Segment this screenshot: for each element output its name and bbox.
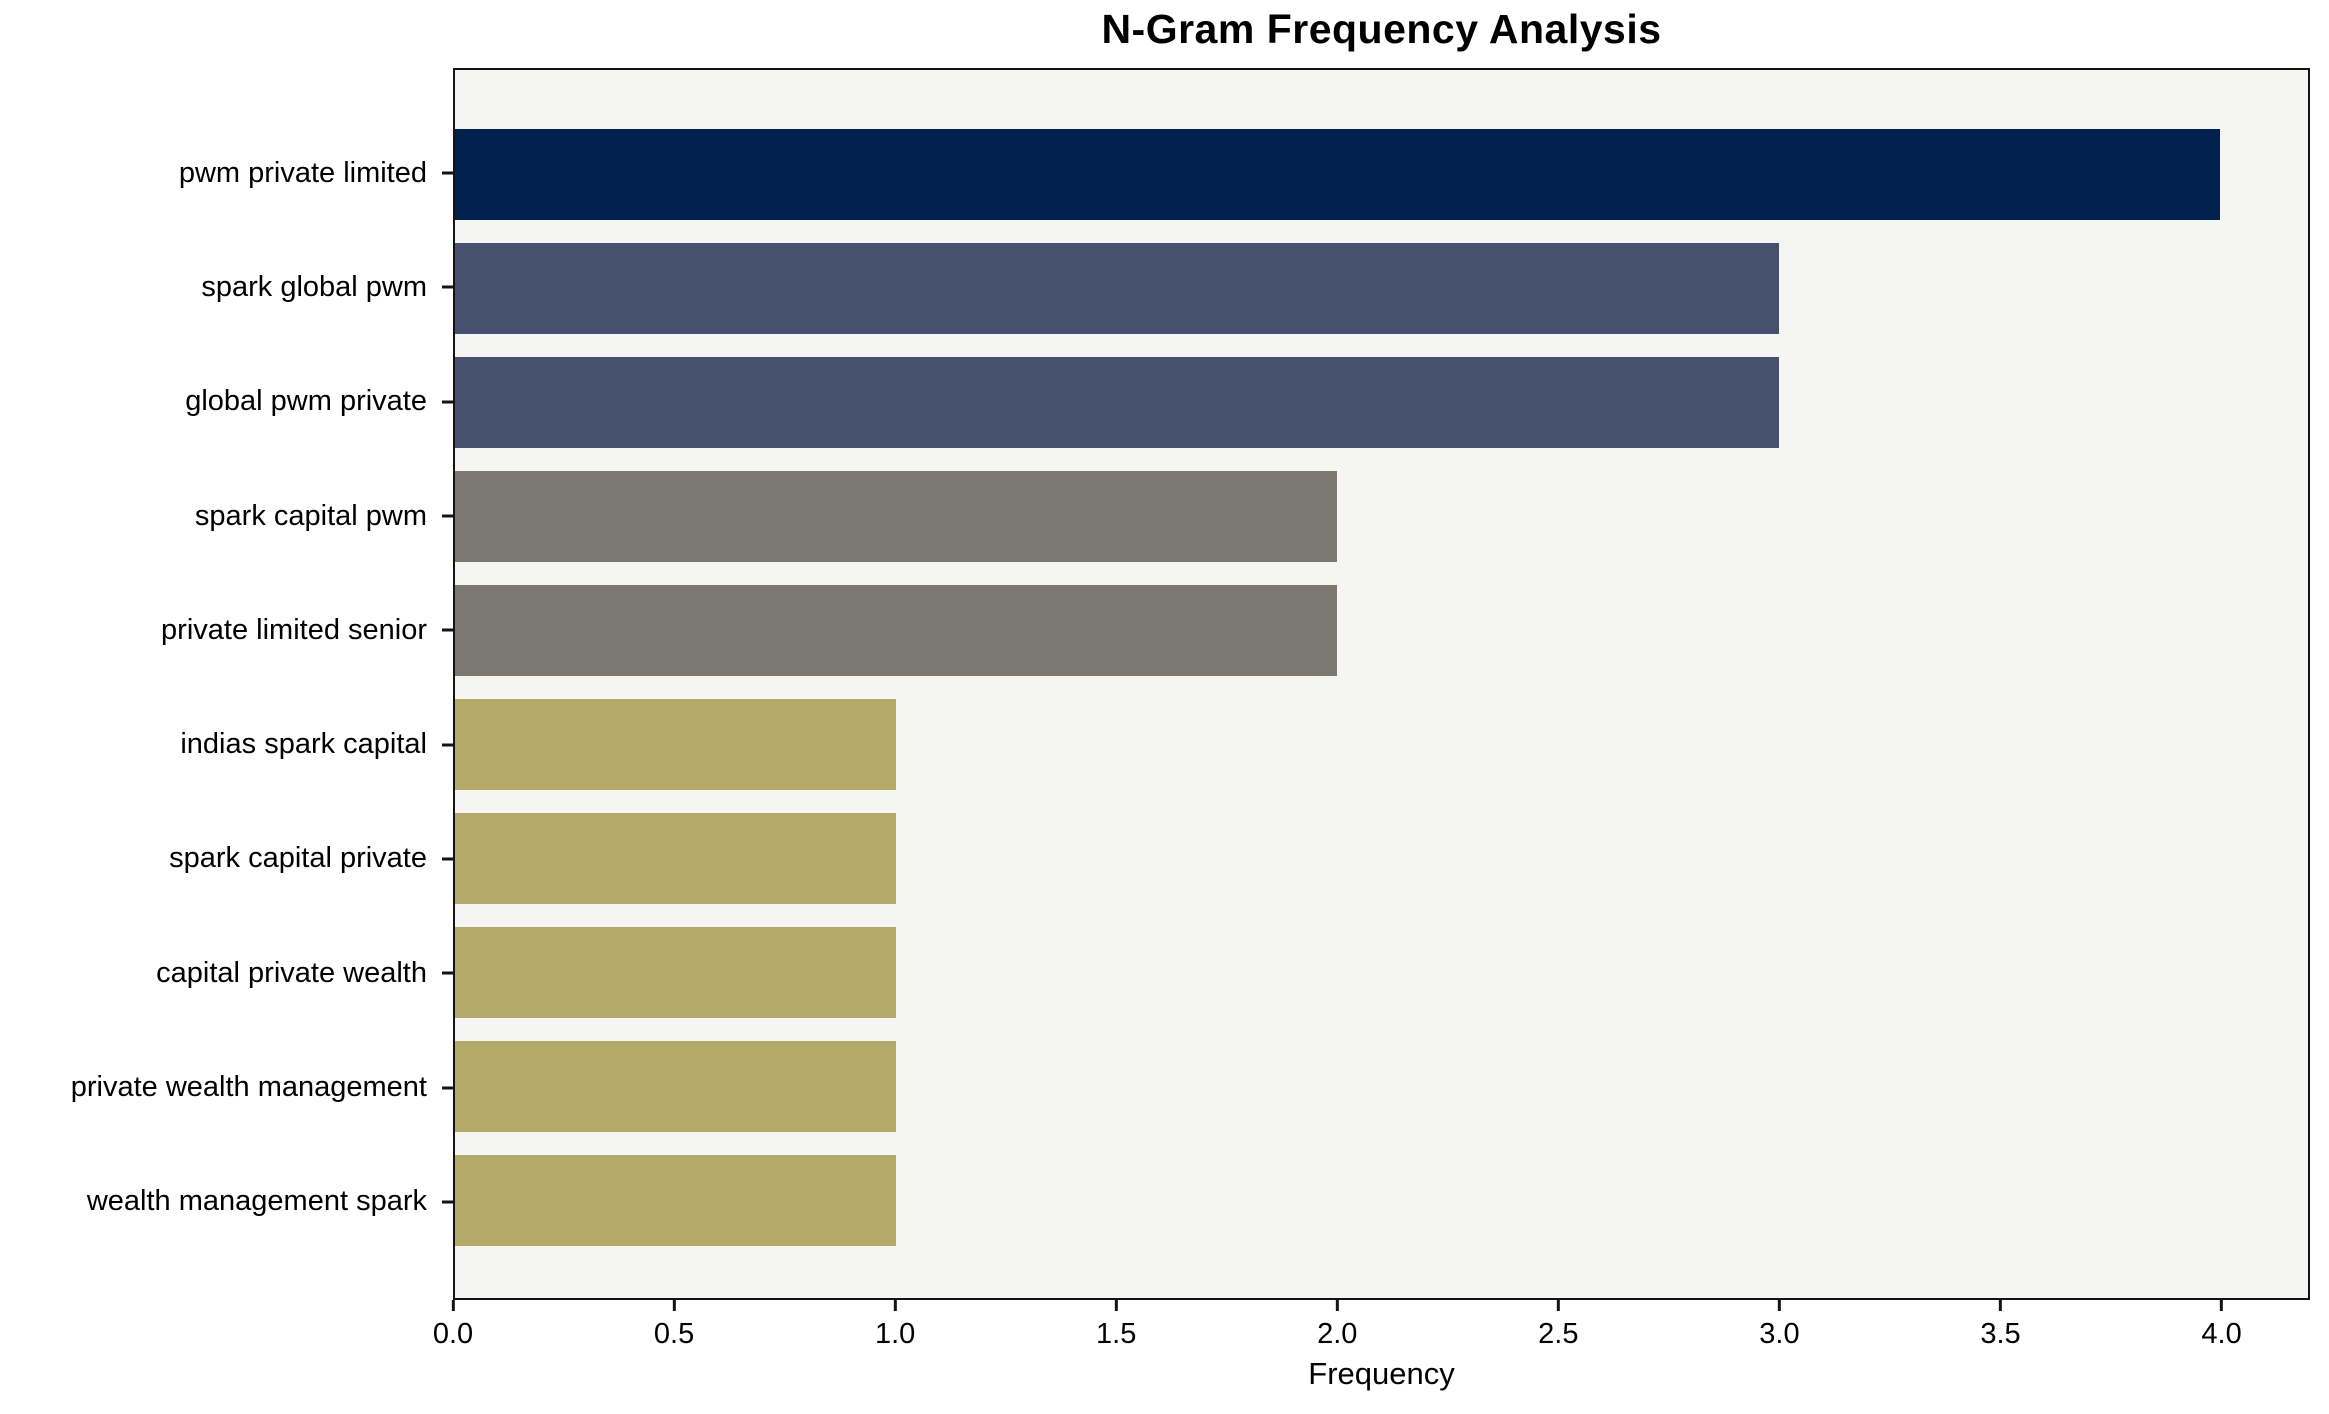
bar-row [455, 460, 2308, 574]
y-row: global pwm private [0, 345, 453, 459]
x-tick-mark [451, 1300, 455, 1311]
y-tick-label: spark capital private [169, 842, 427, 875]
bar [455, 357, 1779, 449]
x-tick-mark [1114, 1300, 1118, 1311]
bar [455, 129, 2220, 221]
bar [455, 471, 1338, 563]
y-tick-label: private wealth management [70, 1071, 427, 1104]
x-tick-label: 1.5 [1096, 1318, 1137, 1350]
y-axis-labels: pwm private limited spark global pwm globa… [0, 68, 453, 1300]
y-row: private limited senior [0, 573, 453, 687]
y-tick-label: private limited senior [161, 613, 427, 646]
bar [455, 698, 897, 790]
y-row: indias spark capital [0, 687, 453, 801]
bar [455, 585, 1338, 677]
y-tick-label: global pwm private [185, 385, 427, 418]
y-tick-label: spark capital pwm [194, 499, 427, 532]
x-tick-mark [1335, 1300, 1339, 1311]
bar-row [455, 688, 2308, 802]
y-tick-mark [442, 857, 453, 861]
bar-row [455, 915, 2308, 1029]
y-tick-mark [442, 514, 453, 518]
x-tick-mark [1556, 1300, 1560, 1311]
x-tick-label: 3.5 [1980, 1318, 2021, 1350]
plot-area [453, 68, 2310, 1300]
y-tick-mark [442, 285, 453, 289]
bar-row [455, 232, 2308, 346]
x-tick: 4.0 [2201, 1300, 2242, 1351]
y-tick-label: wealth management spark [86, 1185, 427, 1218]
y-tick-label: indias spark capital [180, 728, 427, 761]
bar-row [455, 801, 2308, 915]
y-tick-mark [442, 400, 453, 404]
y-tick-mark [442, 1200, 453, 1204]
y-tick-mark [442, 971, 453, 975]
bar-row [455, 1029, 2308, 1143]
x-tick: 2.0 [1317, 1300, 1357, 1351]
bar [455, 1040, 897, 1132]
chart-title: N-Gram Frequency Analysis [1101, 6, 1662, 52]
y-tick-mark [442, 743, 453, 747]
y-row: wealth management spark [0, 1145, 453, 1259]
y-tick-mark [442, 628, 453, 632]
y-tick-label: spark global pwm [201, 270, 427, 303]
x-tick: 3.0 [1759, 1300, 1800, 1351]
y-row: spark capital pwm [0, 459, 453, 573]
x-tick-label: 0.5 [653, 1318, 695, 1350]
x-tick: 0.0 [433, 1300, 473, 1351]
bar [455, 1154, 897, 1246]
x-tick-label: 3.0 [1759, 1318, 1800, 1350]
bar-row [455, 118, 2308, 232]
bar [455, 812, 897, 904]
y-row: private wealth management [0, 1030, 453, 1144]
bar-row [455, 1143, 2308, 1257]
y-tick-mark [442, 171, 453, 175]
bar-rows [455, 70, 2308, 1298]
y-tick-label: capital private wealth [156, 956, 427, 989]
x-axis: 0.0 0.5 1.0 1.5 2.0 2.5 3.0 3.5 4.0 [433, 1300, 2310, 1370]
bar-row [455, 346, 2308, 460]
bar [455, 926, 897, 1018]
x-tick-mark [1998, 1300, 2002, 1311]
bar [455, 243, 1779, 335]
x-tick-mark [672, 1300, 676, 1311]
x-tick-mark [2220, 1300, 2224, 1311]
x-axis-title: Frequency [1308, 1356, 1455, 1391]
x-tick-mark [893, 1300, 897, 1311]
x-tick-label: 2.5 [1538, 1318, 1579, 1350]
y-row: spark capital private [0, 802, 453, 916]
x-tick: 2.5 [1538, 1300, 1579, 1351]
x-tick-label: 2.0 [1317, 1318, 1358, 1350]
bar-row [455, 574, 2308, 688]
x-tick-label: 1.0 [874, 1318, 916, 1350]
y-tick-mark [442, 1086, 453, 1090]
y-row: pwm private limited [0, 116, 453, 230]
y-tick-label: pwm private limited [178, 156, 427, 189]
x-tick-label: 4.0 [2201, 1318, 2242, 1350]
x-tick-mark [1777, 1300, 1781, 1311]
x-tick: 1.0 [875, 1300, 915, 1351]
x-tick: 1.5 [1096, 1300, 1136, 1351]
y-row: spark global pwm [0, 230, 453, 344]
x-tick: 3.5 [1980, 1300, 2021, 1351]
y-row: capital private wealth [0, 916, 453, 1030]
x-tick-label: 0.0 [432, 1318, 474, 1350]
x-tick: 0.5 [654, 1300, 694, 1351]
